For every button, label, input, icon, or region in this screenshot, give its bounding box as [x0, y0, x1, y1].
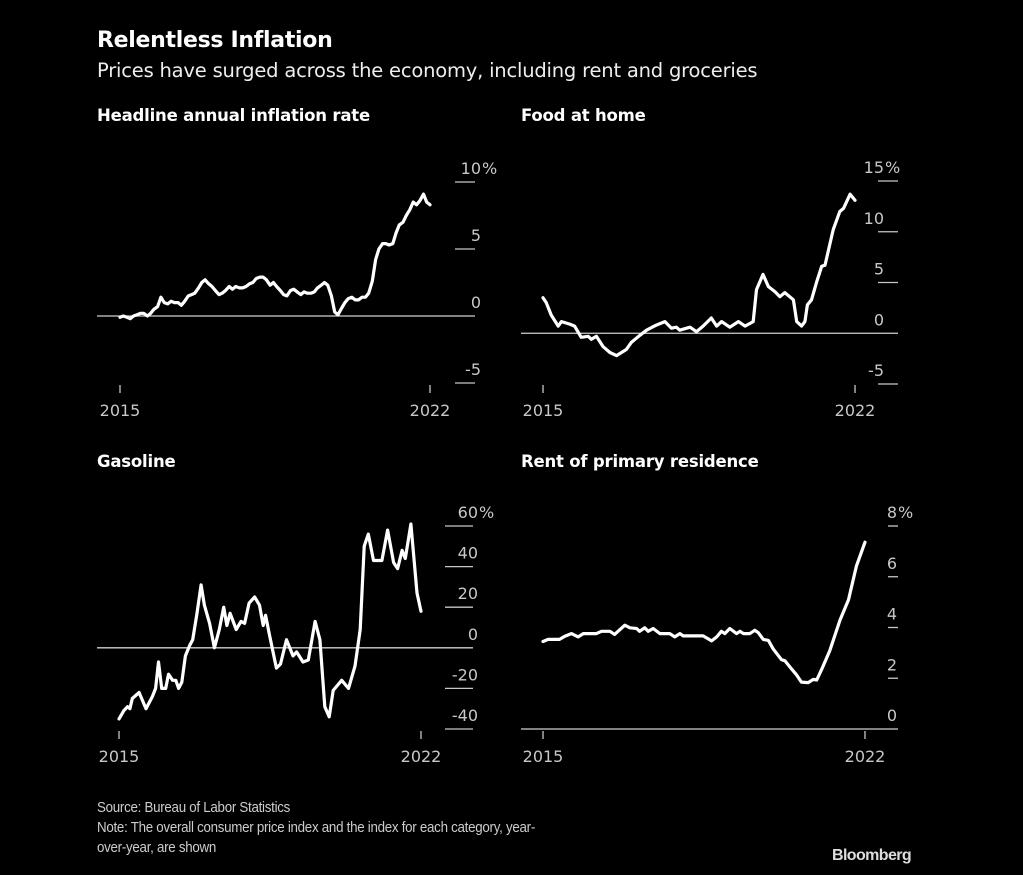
- series-line: [541, 192, 857, 358]
- y-tick-label: 6: [887, 554, 897, 573]
- y-tick-label: 10: [461, 159, 481, 178]
- y-tick-label: -5: [465, 360, 481, 379]
- y-tick-label: -20: [452, 665, 478, 684]
- x-tick-label: 2022: [410, 401, 451, 420]
- y-tick-label: 0: [468, 625, 478, 644]
- panel-title-headline: Headline annual inflation rate: [97, 106, 370, 125]
- x-tick-label: 2015: [100, 401, 141, 420]
- y-tick-label: 4: [887, 605, 897, 624]
- y-tick-label: 2: [887, 655, 897, 674]
- series-line: [118, 192, 432, 321]
- note-line-2: over-year, are shown: [97, 840, 217, 856]
- x-tick-label: 2015: [99, 747, 140, 766]
- y-tick-label: 5: [874, 260, 884, 279]
- note-line-1: Note: The overall consumer price index a…: [97, 820, 535, 836]
- bloomberg-logo: Bloomberg: [832, 847, 912, 864]
- y-tick-label: 40: [458, 544, 478, 563]
- y-tick-label: 0: [887, 706, 897, 725]
- chart-subtitle: Prices have surged across the economy, i…: [97, 59, 758, 82]
- y-tick-label: 15: [864, 158, 884, 177]
- chart-title: Relentless Inflation: [97, 28, 333, 53]
- series-line: [541, 540, 867, 685]
- y-unit-label: %: [885, 158, 900, 177]
- y-unit-label: %: [482, 159, 497, 178]
- y-unit-label: %: [898, 503, 913, 522]
- panel-title-food: Food at home: [521, 106, 646, 125]
- panel-title-gasoline: Gasoline: [97, 452, 176, 471]
- x-tick-label: 2022: [401, 747, 442, 766]
- y-tick-label: 0: [471, 293, 481, 312]
- source-note: Source: Bureau of Labor Statistics: [97, 800, 291, 816]
- footer: Source: Bureau of Labor Statistics Note:…: [97, 798, 535, 858]
- x-tick-label: 2022: [845, 747, 886, 766]
- y-tick-label: 20: [458, 584, 478, 603]
- y-tick-label: 8: [887, 503, 897, 522]
- y-tick-label: -5: [868, 361, 884, 380]
- y-tick-label: 60: [458, 503, 478, 522]
- series-line: [117, 522, 423, 721]
- x-tick-label: 2015: [523, 747, 564, 766]
- y-tick-label: 10: [864, 209, 884, 228]
- y-tick-label: -40: [452, 706, 478, 725]
- x-tick-label: 2022: [835, 401, 876, 420]
- y-tick-label: 5: [471, 226, 481, 245]
- y-unit-label: %: [479, 503, 494, 522]
- x-tick-label: 2015: [523, 401, 564, 420]
- panel-title-rent: Rent of primary residence: [521, 452, 759, 471]
- y-tick-label: 0: [874, 310, 884, 329]
